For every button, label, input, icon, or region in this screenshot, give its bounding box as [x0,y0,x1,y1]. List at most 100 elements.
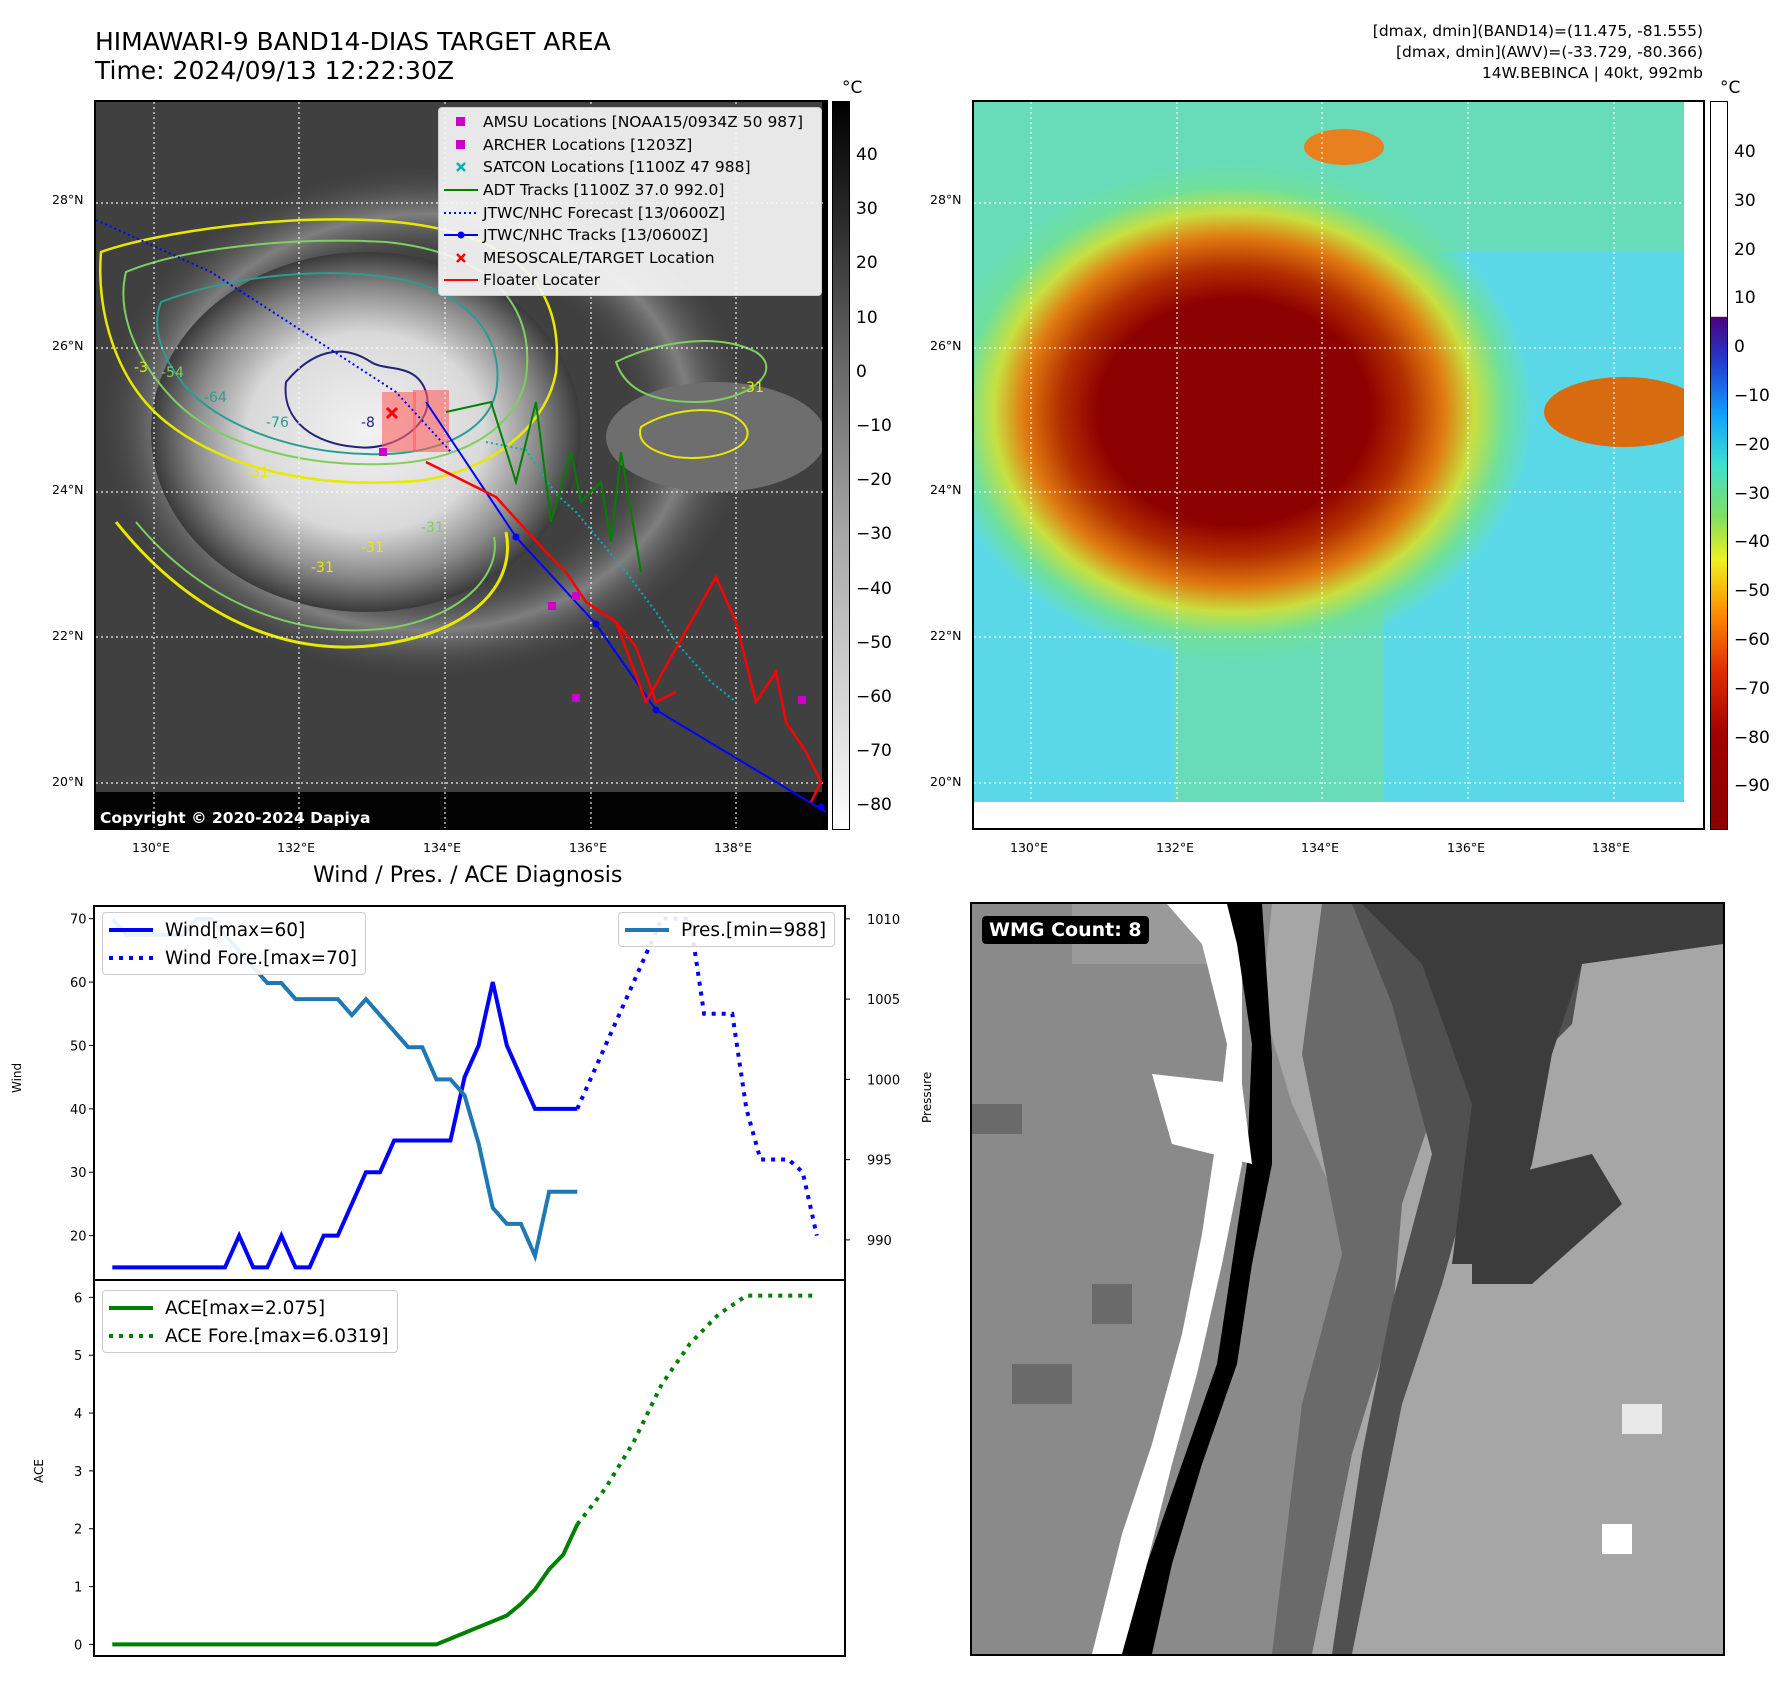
contour-label: -76 [266,415,289,431]
plot-frame [93,1280,846,1657]
ace-chart: 6 5 4 3 2 1 0 [74,1280,846,1657]
legend-label: JTWC/NHC Forecast [13/0600Z] [483,203,726,222]
page-time: Time: 2024/09/13 12:22:30Z [95,56,454,85]
awv-colorbar-tick: 0 [1734,337,1745,358]
legend-adt: ADT Tracks [1100Z 37.0 992.0] [439,179,821,202]
contour-label: -31 [421,520,444,536]
y-tick-label: 50 [70,1039,87,1054]
contour-label: -31 [246,465,269,481]
ir-colorbar [832,101,850,830]
colorbar-unit: °C [1720,78,1741,98]
legend-label: SATCON Locations [1100Z 47 988] [483,158,751,177]
legend-jtwc-forecast: JTWC/NHC Forecast [13/0600Z] [439,201,821,224]
lat-label: 28°N [930,192,962,207]
y2-tick-label: 995 [867,1154,892,1169]
legend-wind: Wind[max=60] [109,916,357,944]
line-marker-icon [439,187,483,193]
awv-colorbar-tick: 40 [1734,142,1756,162]
square-marker-icon [439,117,483,127]
contour-label: -3 [134,360,148,376]
square-marker-icon [439,139,483,150]
ir-colorbar-tick: 0 [856,361,867,382]
y-tick-label: 3 [74,1465,82,1480]
awv-colorbar-tick: −50 [1734,581,1770,602]
lon-label: 138°E [714,840,753,855]
contour-label: -54 [161,365,184,381]
wind-legend: Wind[max=60] Wind Fore.[max=70] [102,912,366,975]
lon-label: 132°E [1156,840,1195,855]
lat-label: 26°N [930,338,962,353]
y2-tick-label: 1005 [867,993,900,1008]
line-dot-icon [439,231,483,239]
colorbar-unit: °C [842,78,863,98]
lon-label: 130°E [132,840,171,855]
ir-colorbar-tick: −10 [856,416,892,436]
ir-map-panel: -54 -64 -76 -8 -31 -31 -31 -31 -31 -3 [94,100,828,830]
lat-label: 20°N [52,774,84,789]
x-marker-icon [439,161,483,173]
y-tick-label: 4 [74,1407,82,1422]
ir-colorbar-tick: −70 [856,741,892,762]
legend-label: ADT Tracks [1100Z 37.0 992.0] [483,181,725,200]
legend-archer: ARCHER Locations [1203Z] [439,134,821,157]
lon-label: 136°E [1447,840,1486,855]
legend-label: Wind[max=60] [165,919,306,941]
y-tick-label: 5 [74,1349,82,1364]
awv-colorbar-tick: −70 [1734,678,1770,699]
lat-label: 24°N [930,482,962,497]
contour-label: -31 [361,540,384,556]
map-legend: AMSU Locations [NOAA15/0934Z 50 987] ARC… [438,107,822,296]
line-marker-icon [439,277,483,283]
wmg-panel: WMG Count: 8 [970,902,1725,1656]
y-tick-label: 30 [70,1166,87,1181]
lat-label: 22°N [930,628,962,643]
lon-label: 134°E [1301,840,1340,855]
pressure-legend: Pres.[min=988] [618,912,836,947]
legend-ace: ACE[max=2.075] [109,1294,389,1322]
contour-label: -31 [311,560,334,576]
legend-label: Floater Locater [483,271,600,290]
legend-satcon: SATCON Locations [1100Z 47 988] [439,156,821,179]
y-tick-label: 40 [70,1103,87,1118]
series-line-0 [112,981,578,1270]
ir-colorbar-tick: −20 [856,470,892,491]
lon-label: 138°E [1592,840,1631,855]
contour-label: -31 [741,380,764,396]
info-awv: [dmax, dmin](AWV)=(-33.729, -80.366) [1396,43,1703,61]
x-marker-icon [439,252,483,264]
awv-colorbar-tick: 10 [1734,288,1756,309]
lon-label: 134°E [423,840,462,855]
legend-label: ARCHER Locations [1203Z] [483,135,693,154]
ir-colorbar-tick: 30 [856,199,878,220]
ir-colorbar-tick: −30 [856,524,892,545]
ir-colorbar-tick: −80 [856,795,892,816]
awv-map-panel [972,100,1705,830]
awv-map [974,102,1703,828]
legend-floater: Floater Locater [439,269,821,292]
y-tick-label: 60 [70,976,87,991]
lon-label: 136°E [569,840,608,855]
legend-jtwc-tracks: JTWC/NHC Tracks [13/0600Z] [439,224,821,247]
dotted-line-icon [439,210,483,216]
legend-label: Pres.[min=988] [681,919,827,941]
lon-label: 132°E [277,840,316,855]
legend-pressure: Pres.[min=988] [625,916,826,944]
legend-wind-forecast: Wind Fore.[max=70] [109,944,357,972]
ir-colorbar-tick: −60 [856,687,892,707]
legend-label: JTWC/NHC Tracks [13/0600Z] [483,226,709,245]
ace-series-line-0 [112,1523,580,1647]
y-tick-label: 6 [74,1291,82,1306]
diagnosis-title: Wind / Pres. / ACE Diagnosis [313,863,623,888]
info-storm: 14W.BEBINCA | 40kt, 992mb [1481,64,1703,82]
awv-colorbar-tick: 30 [1734,190,1756,211]
ir-colorbar-tick: 40 [856,145,878,165]
contour-label: -64 [204,390,227,406]
awv-colorbar-tick: −20 [1734,434,1770,455]
ir-colorbar-tick: −40 [856,578,892,599]
page-title: HIMAWARI-9 BAND14-DIAS TARGET AREA [95,27,611,56]
wmg-image [972,904,1723,1654]
y2-tick-label: 1010 [867,913,900,928]
ace-axis-label: ACE [32,1459,46,1483]
awv-colorbar-tick: −80 [1734,727,1770,748]
lat-label: 28°N [52,192,84,207]
